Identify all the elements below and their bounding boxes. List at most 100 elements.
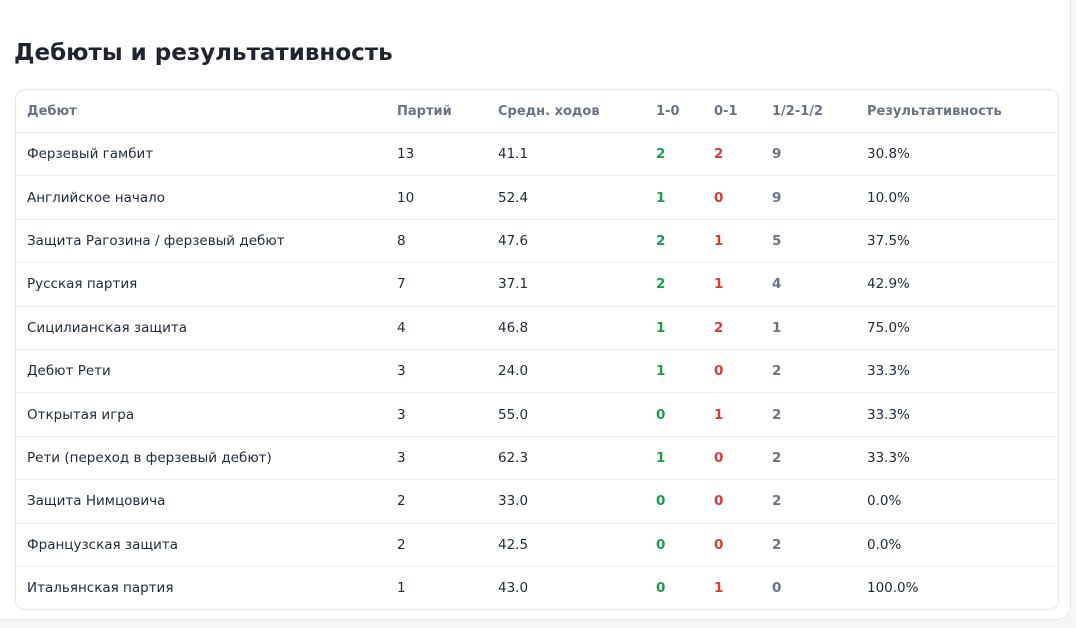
table-cell: 2	[386, 523, 487, 567]
table-cell: 2	[645, 262, 703, 307]
table-row: Английское начало 10 52.4 1 0 9 10.0%	[16, 175, 1056, 220]
table-cell: 2	[645, 219, 703, 264]
table-cell: Рети (переход в ферзевый дебют)	[16, 436, 386, 481]
table-row: Итальянская партия 1 43.0 0 1 0 100.0%	[16, 566, 1056, 609]
table-cell: 2	[386, 479, 487, 524]
table-cell: 33.3%	[856, 349, 1056, 394]
table-cell: Сицилианская защита	[16, 306, 386, 350]
table-cell: 3	[386, 349, 487, 394]
table-cell: 30.8%	[856, 132, 1056, 177]
table-cell: 37.1	[487, 262, 645, 307]
table-cell: 13	[386, 132, 487, 177]
table-cell: Итальянская партия	[27, 580, 174, 597]
table-cell: 1	[703, 392, 761, 437]
table-cell: 10.0%	[856, 175, 1056, 220]
table-cell: 0	[656, 580, 666, 597]
table-cell: 2	[761, 349, 856, 394]
table-cell: 2	[761, 392, 856, 437]
table-cell: 24.0	[487, 349, 645, 394]
table-cell: 1	[645, 175, 703, 220]
table-cell: 100.0%	[867, 580, 919, 597]
table-cell: 5	[761, 219, 856, 264]
table-cell: Французская защита	[16, 523, 386, 567]
table-cell: 2	[703, 306, 761, 350]
table-cell: 2	[645, 132, 703, 177]
table-cell: 0	[703, 175, 761, 220]
table-cell: 0	[703, 349, 761, 394]
table-row: Открытая игра 3 55.0 0 1 2 33.3%	[16, 392, 1056, 437]
table-cell: 0	[703, 436, 761, 481]
column-header: 1/2-1/2	[761, 90, 856, 133]
table-cell: 55.0	[487, 392, 645, 437]
table-cell: 1	[761, 306, 856, 350]
table-cell: 1	[645, 306, 703, 350]
table-cell: 4	[386, 306, 487, 350]
table-cell: 1	[703, 219, 761, 264]
table-cell: 75.0%	[856, 306, 1056, 350]
column-header: Результативность	[856, 90, 1056, 133]
column-header: Средн. ходов	[487, 90, 645, 133]
table-cell: Русская партия	[16, 262, 386, 307]
table-cell: 9	[761, 175, 856, 220]
table-cell: 46.8	[487, 306, 645, 350]
table-cell: 1	[703, 262, 761, 307]
table-cell: Дебют Рети	[16, 349, 386, 394]
table-cell: 8	[386, 219, 487, 264]
table-cell: 0.0%	[856, 523, 1056, 567]
table-cell: 0	[645, 523, 703, 567]
table-cell: 0	[772, 580, 782, 597]
table-cell: 47.6	[487, 219, 645, 264]
table-cell: 10	[386, 175, 487, 220]
column-header: Партий	[386, 90, 487, 133]
table-body: Ферзевый гамбит 13 41.1 2 2 9 30.8% Английское …	[16, 132, 1056, 610]
table-cell: 0	[703, 479, 761, 524]
table-cell: 0.0%	[856, 479, 1056, 524]
header-row: Дебют Партий Средн. ходов 1-0 0-1 1/2-1/2 Резу…	[16, 90, 1056, 133]
table-cell: 3	[386, 392, 487, 437]
table-cell: 33.3%	[856, 392, 1056, 437]
table-cell: 0	[645, 479, 703, 524]
table-cell: 1	[397, 580, 406, 597]
table-row: Русская партия 7 37.1 2 1 4 42.9%	[16, 262, 1056, 307]
table-cell: 41.1	[487, 132, 645, 177]
table-cell: Открытая игра	[16, 392, 386, 437]
table-cell: 0	[645, 392, 703, 437]
table-container: Дебют Партий Средн. ходов 1-0 0-1 1/2-1/2 Резу…	[15, 89, 1059, 611]
table-cell: 1	[714, 580, 724, 597]
table-cell: 52.4	[487, 175, 645, 220]
openings-table: Дебют Партий Средн. ходов 1-0 0-1 1/2-1/2 Резу…	[16, 90, 1056, 609]
table-row: Дебют Рети 3 24.0 1 0 2 33.3%	[16, 349, 1056, 394]
table-cell: 9	[761, 132, 856, 177]
table-cell: 2	[703, 132, 761, 177]
table-cell: 33.0	[487, 479, 645, 524]
table-cell: Английское начало	[16, 175, 386, 220]
table-cell: Защита Рагозина / ферзевый дебют	[16, 219, 386, 264]
table-cell: 0	[703, 523, 761, 567]
table-cell: 42.9%	[856, 262, 1056, 307]
table-row: Защита Рагозина / ферзевый дебют 8 47.6 2 1 5…	[16, 219, 1056, 264]
table-row: Защита Нимцовича 2 33.0 0 0 2 0.0%	[16, 479, 1056, 524]
table-cell: 4	[761, 262, 856, 307]
table-cell: Защита Нимцовича	[16, 479, 386, 524]
table-cell: 3	[386, 436, 487, 481]
table-cell: 2	[761, 523, 856, 567]
table-row: Ферзевый гамбит 13 41.1 2 2 9 30.8%	[16, 132, 1056, 177]
section-title: Дебюты и результативность	[14, 40, 393, 66]
table-cell: Ферзевый гамбит	[16, 132, 386, 177]
table-row: Сицилианская защита 4 46.8 1 2 1 75.0%	[16, 306, 1056, 350]
table-cell: 43.0	[498, 580, 529, 597]
table-cell: 2	[761, 436, 856, 481]
table-cell: 42.5	[487, 523, 645, 567]
column-header: Дебют	[16, 90, 386, 133]
column-header: 1-0	[645, 90, 703, 133]
table-cell: 37.5%	[856, 219, 1056, 264]
table-cell: 1	[645, 436, 703, 481]
table-cell: 2	[761, 479, 856, 524]
table-cell: 33.3%	[856, 436, 1056, 481]
column-header: 0-1	[703, 90, 761, 133]
table-row: Рети (переход в ферзевый дебют) 3 62.3 1 0 2 3…	[16, 436, 1056, 481]
table-cell: 7	[386, 262, 487, 307]
table-cell: 62.3	[487, 436, 645, 481]
table-row: Французская защита 2 42.5 0 0 2 0.0%	[16, 523, 1056, 567]
